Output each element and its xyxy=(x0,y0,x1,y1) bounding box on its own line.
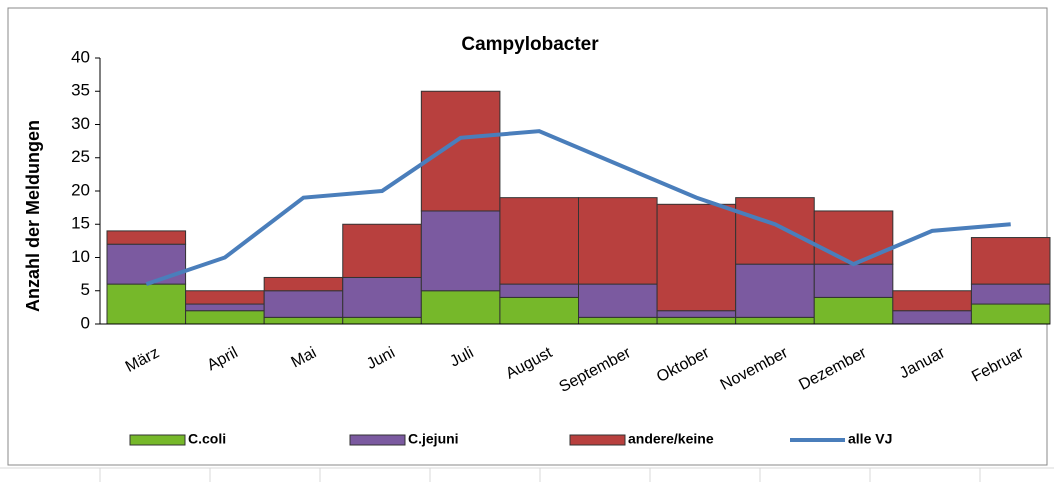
bar-segment xyxy=(263,290,344,318)
legend-label: C.jejuni xyxy=(408,431,459,447)
bar-segment xyxy=(185,310,265,325)
line-series xyxy=(145,129,1011,286)
bar-segment xyxy=(813,296,894,325)
bar-segment xyxy=(499,296,579,325)
y-tick-label: 30 xyxy=(71,114,90,133)
y-tick-label: 35 xyxy=(71,81,90,100)
bar-segment xyxy=(970,237,1051,285)
sheet-grid xyxy=(0,467,1054,482)
y-tick-label: 25 xyxy=(71,147,90,166)
bar-segment xyxy=(813,263,894,298)
y-tick-label: 5 xyxy=(81,280,90,299)
legend-label: C.coli xyxy=(188,431,226,447)
bar-segment xyxy=(106,230,187,245)
bar-segment xyxy=(735,263,815,318)
legend-label: alle VJ xyxy=(848,431,892,447)
bar-segment xyxy=(578,283,658,318)
bar-segment xyxy=(420,290,501,325)
y-axis-label: Anzahl der Meldungen xyxy=(23,120,43,312)
legend-swatch xyxy=(349,434,406,446)
bar-segment xyxy=(499,283,579,298)
bar-segment xyxy=(263,316,344,325)
bar-segment xyxy=(735,197,815,265)
bar-segment xyxy=(735,316,815,325)
y-tick-label: 0 xyxy=(81,313,90,332)
legend-swatch xyxy=(129,434,186,446)
legend-swatch xyxy=(569,434,626,446)
bar-segment xyxy=(420,90,501,212)
bar-segment xyxy=(342,276,422,318)
y-tick-label: 40 xyxy=(71,47,90,66)
bar-segment xyxy=(342,316,422,325)
bar-segment xyxy=(656,203,737,312)
bar-segment xyxy=(813,210,894,265)
y-tick-label: 20 xyxy=(71,180,90,199)
bar-segment xyxy=(578,197,658,285)
bar-segment xyxy=(342,223,422,278)
bar-segment xyxy=(106,243,187,285)
bar-segment xyxy=(892,290,972,312)
bar-segment xyxy=(656,310,737,318)
bar-segment xyxy=(420,210,501,292)
bar-segment xyxy=(656,316,737,325)
y-tick-label: 10 xyxy=(71,247,90,266)
bar-segment xyxy=(499,197,579,285)
legend-label: andere/keine xyxy=(628,431,714,447)
bar-segment xyxy=(106,283,187,325)
bar-segment xyxy=(970,303,1051,325)
bar-segment xyxy=(970,283,1051,305)
bar-segment xyxy=(263,276,344,292)
y-tick-label: 15 xyxy=(71,214,90,233)
bar-segment xyxy=(185,290,265,305)
chart-title: Campylobacter xyxy=(461,34,599,55)
bar-segment xyxy=(892,310,972,325)
bar-segment xyxy=(185,303,265,312)
bar-segment xyxy=(578,316,658,325)
